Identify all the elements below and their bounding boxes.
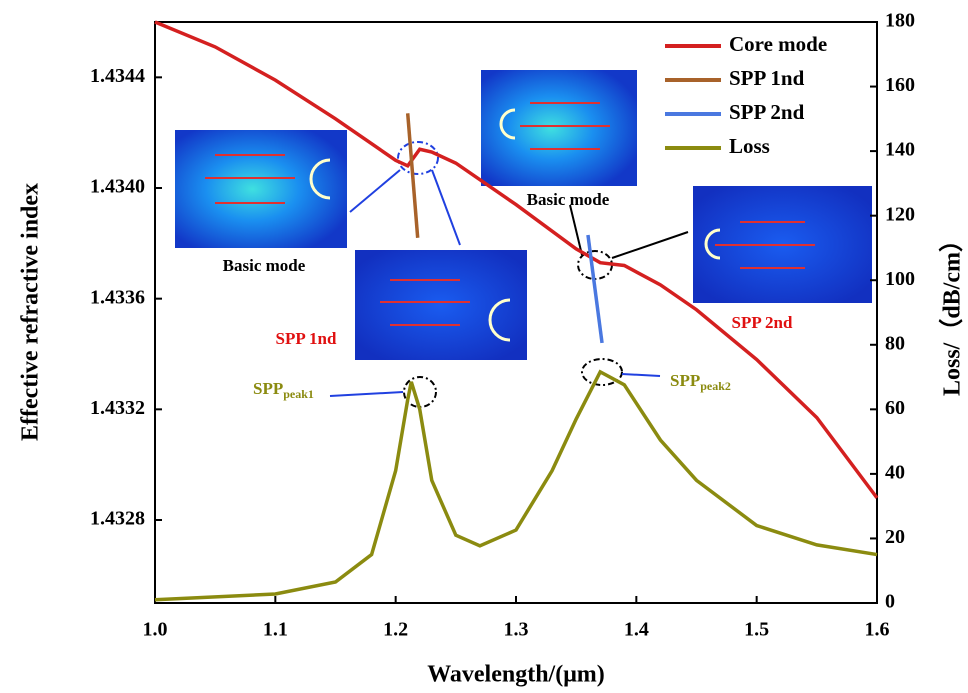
mode-image [481, 70, 637, 186]
callout-arrows [329, 169, 689, 397]
legend-label: Core mode [729, 32, 827, 56]
y-tick-label: 1.4336 [90, 286, 145, 308]
y2-tick-label: 60 [885, 397, 905, 419]
axes [154, 21, 878, 604]
y2-tick-label: 40 [885, 461, 905, 483]
y-tick-label: 1.4344 [90, 65, 145, 87]
y2-axis-label: Loss/（dB/cm） [939, 228, 966, 396]
x-tick-label: 1.5 [744, 619, 769, 641]
y2-tick-label: 180 [885, 10, 915, 32]
y-tick-label: 1.4332 [90, 397, 145, 419]
x-tick-label: 1.2 [383, 619, 408, 641]
series-line [586, 234, 604, 344]
y-tick-label: 1.4328 [90, 508, 145, 530]
annotation: SPP 1nd [276, 329, 337, 348]
cladding-arcs [309, 108, 721, 342]
annotations: Basic mode SPP 1nd Basic mode SPP 2nd SP… [223, 190, 793, 401]
annotation: SPPpeak1 [253, 379, 314, 401]
field-arrows [205, 102, 815, 326]
y-axis-label: Effective refractive index [18, 183, 44, 441]
y2-tick-label: 80 [885, 332, 905, 354]
callout-ellipse [397, 141, 439, 175]
legend-label: SPP 2nd [729, 100, 805, 124]
x-tick-label: 1.1 [263, 619, 288, 641]
y2-tick-label: 0 [885, 591, 895, 613]
y2-tick-label: 140 [885, 139, 915, 161]
x-axis-label: Wavelength/(μm) [427, 662, 605, 688]
series-line [154, 20, 879, 499]
x-tick-label: 1.3 [504, 619, 529, 641]
mode-image [175, 130, 347, 248]
x-tick-label: 1.0 [143, 619, 168, 641]
callout-ellipse [581, 358, 623, 386]
legend-label: SPP 1nd [729, 66, 805, 90]
y2-tick-label: 120 [885, 203, 915, 225]
series-line [154, 369, 878, 602]
insets [175, 70, 872, 360]
mode-image [355, 250, 527, 360]
y2-tick-label: 100 [885, 268, 915, 290]
legend-label: Loss [729, 134, 770, 158]
annotation: Basic mode [223, 256, 306, 275]
y2-tick-label: 20 [885, 526, 905, 548]
series-line [405, 113, 420, 238]
annotation: SPPpeak2 [670, 371, 731, 393]
annotation: SPP 2nd [732, 313, 793, 332]
x-tick-label: 1.4 [624, 619, 649, 641]
x-tick-label: 1.6 [865, 619, 890, 641]
annotation: Basic mode [527, 190, 610, 209]
y-tick-label: 1.4340 [90, 176, 145, 198]
y2-tick-label: 160 [885, 74, 915, 96]
